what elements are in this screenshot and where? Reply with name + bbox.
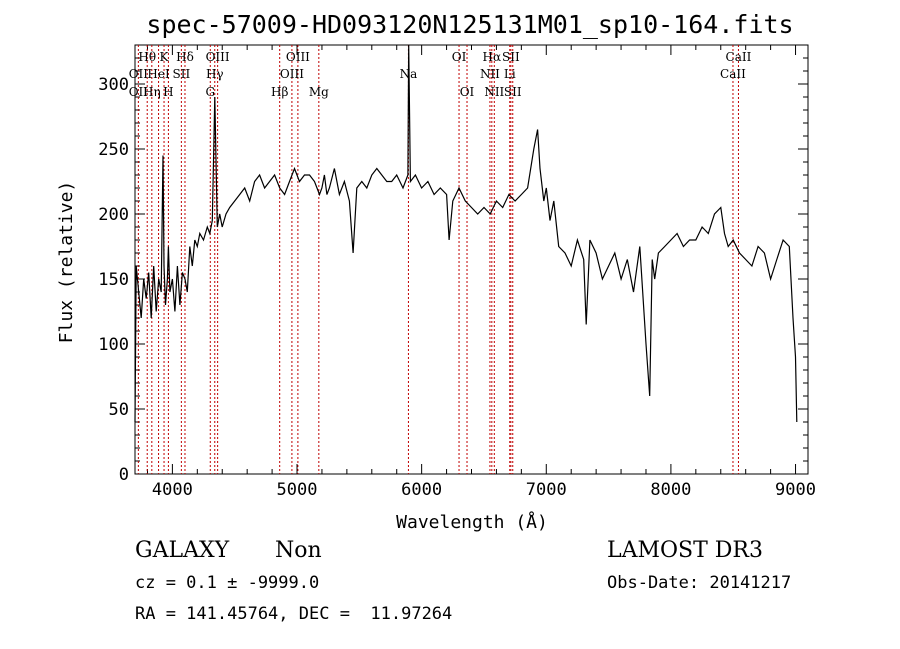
- line-marker-label: OI: [460, 85, 475, 99]
- line-marker-label: Hθ: [138, 50, 156, 64]
- object-type: GALAXY: [135, 538, 230, 563]
- data-series: [134, 44, 798, 423]
- y-tick-label: 0: [119, 465, 129, 485]
- line-marker-label: Na: [400, 67, 418, 81]
- y-tick-label: 50: [109, 400, 129, 420]
- x-tick-label: 9000: [775, 480, 816, 500]
- line-marker-label: NII: [484, 85, 504, 99]
- line-marker-label: Hδ: [176, 50, 194, 64]
- line-marker-label: NII: [480, 67, 500, 81]
- y-tick-label: 300: [98, 75, 129, 95]
- y-tick-label: 100: [98, 335, 129, 355]
- line-marker-label: SII: [173, 67, 191, 81]
- line-marker-label: Hη: [143, 85, 161, 99]
- line-marker-label: H: [163, 85, 173, 99]
- coordinates-line: RA = 141.45764, DEC = 11.97264: [135, 604, 453, 624]
- plot-frame: [134, 44, 809, 475]
- line-marker-label: CaII: [720, 67, 746, 81]
- x-tick-label: 8000: [650, 480, 691, 500]
- line-marker-label: OIII: [206, 50, 230, 64]
- line-marker-label: SII: [502, 50, 520, 64]
- redshift-line: cz = 0.1 ± -9999.0: [135, 573, 320, 593]
- line-marker-label: K: [160, 50, 170, 64]
- line-marker-label: Hα: [483, 50, 502, 64]
- line-marker-label: OIII: [280, 67, 304, 81]
- flux-series-line: [134, 44, 798, 423]
- line-marker-label: CaII: [726, 50, 752, 64]
- line-marker-label: SII: [504, 85, 522, 99]
- x-tick-label: 5000: [277, 480, 318, 500]
- line-labels: OIIOIIHθHηHeIKHSIIHδGHγOIIIHβOIIIOIIIMgN…: [129, 50, 752, 99]
- obs-date: Obs-Date: 20141217: [607, 573, 792, 593]
- survey-name: LAMOST DR3: [607, 538, 763, 563]
- axes: 4000 5000 6000 7000 8000 9000 0 50 100 150 200 250 3…: [98, 44, 816, 500]
- line-marker-label: OI: [452, 50, 467, 64]
- line-marker-label: Hβ: [271, 85, 288, 99]
- y-tick-label: 150: [98, 270, 129, 290]
- line-marker-label: Li: [504, 67, 516, 81]
- chart-title: spec-57009-HD093120N125131M01_sp10-164.f…: [146, 10, 793, 39]
- line-marker-label: G: [205, 85, 215, 99]
- line-marker-label: Hγ: [206, 67, 224, 81]
- x-tick-label: 7000: [526, 480, 567, 500]
- x-tick-label: 4000: [152, 480, 193, 500]
- line-marker-label: Mg: [309, 85, 329, 99]
- line-marker-label: OII: [129, 85, 149, 99]
- line-markers: [137, 45, 739, 474]
- y-tick-label: 200: [98, 205, 129, 225]
- line-marker-label: OIII: [286, 50, 310, 64]
- x-axis-label: Wavelength (Å): [396, 511, 548, 533]
- y-axis-label: Flux (relative): [56, 181, 77, 344]
- y-tick-label: 250: [98, 140, 129, 160]
- object-subclass: Non: [275, 538, 322, 563]
- x-tick-label: 6000: [401, 480, 442, 500]
- line-marker-label: OII: [129, 67, 149, 81]
- line-marker-label: HeI: [147, 67, 170, 81]
